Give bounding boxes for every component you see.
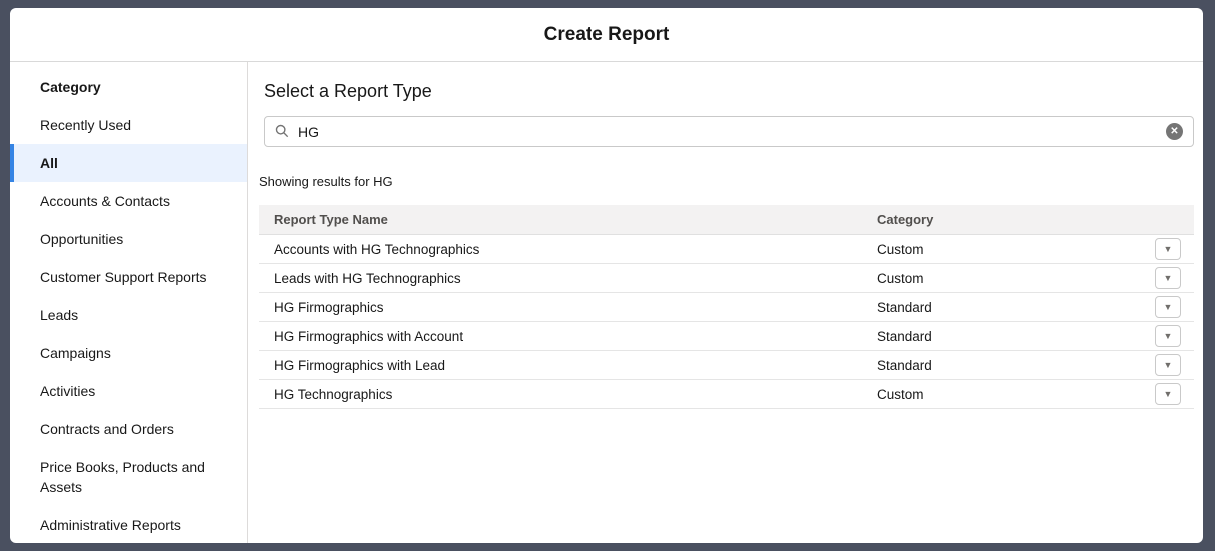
sidebar-item-accounts-contacts[interactable]: Accounts & Contacts [40, 193, 170, 209]
chevron-down-icon: ▼ [1163, 388, 1173, 399]
table-row[interactable]: HG Firmographics with Account Standard ▼ [259, 322, 1194, 351]
sidebar-item-contracts-and-orders[interactable]: Contracts and Orders [40, 421, 174, 437]
table-row[interactable]: HG Technographics Custom ▼ [259, 380, 1194, 409]
table-row[interactable]: Accounts with HG Technographics Custom ▼ [259, 235, 1194, 264]
category-cell: Custom [877, 241, 924, 257]
column-header-category: Category [877, 212, 934, 227]
row-actions-dropdown-button[interactable]: ▼ [1155, 267, 1181, 289]
dialog-header: Create Report [10, 8, 1203, 62]
sidebar-item-leads[interactable]: Leads [40, 307, 79, 323]
sidebar-item-opportunities[interactable]: Opportunities [40, 231, 124, 247]
table-row[interactable]: Leads with HG Technographics Custom ▼ [259, 264, 1194, 293]
report-type-table: Report Type Name Category Accounts with … [259, 205, 1194, 409]
report-type-name-cell: HG Firmographics [274, 299, 384, 315]
report-type-name-cell: HG Firmographics with Account [274, 328, 464, 344]
table-row[interactable]: HG Firmographics Standard ▼ [259, 293, 1194, 322]
category-cell: Standard [877, 328, 932, 344]
create-report-dialog: Create Report Category Recently Used All A… [10, 8, 1203, 543]
sidebar-item-list: Recently Used All Accounts & Contacts Oppor… [10, 106, 247, 543]
category-cell: Custom [877, 386, 924, 402]
clear-search-button[interactable]: ✕ [1166, 123, 1183, 140]
report-type-name-cell: Leads with HG Technographics [274, 270, 461, 286]
sidebar-item-price-books-products-and-assets[interactable]: Price Books, Products and Assets [40, 459, 205, 495]
sidebar-item-activities[interactable]: Activities [40, 383, 96, 399]
chevron-down-icon: ▼ [1163, 272, 1173, 283]
sidebar-item-administrative-reports[interactable]: Administrative Reports [40, 517, 181, 533]
table-body: Accounts with HG Technographics Custom ▼… [259, 235, 1194, 409]
results-summary: Showing results for HG [259, 174, 393, 189]
row-actions-dropdown-button[interactable]: ▼ [1155, 354, 1181, 376]
category-cell: Standard [877, 299, 932, 315]
row-actions-dropdown-button[interactable]: ▼ [1155, 325, 1181, 347]
row-actions-dropdown-button[interactable]: ▼ [1155, 296, 1181, 318]
category-cell: Custom [877, 270, 924, 286]
chevron-down-icon: ▼ [1163, 243, 1173, 254]
chevron-down-icon: ▼ [1163, 301, 1173, 312]
report-type-search-input[interactable] [264, 116, 1194, 147]
chevron-down-icon: ▼ [1163, 330, 1173, 341]
sidebar-item-all[interactable]: All [10, 144, 247, 182]
row-actions-dropdown-button[interactable]: ▼ [1155, 383, 1181, 405]
table-header-row: Report Type Name Category [259, 205, 1194, 235]
sidebar-item-recently-used[interactable]: Recently Used [40, 117, 132, 133]
sidebar-header: Category [40, 79, 101, 95]
dialog-body: Category Recently Used All Accounts & Cont… [10, 62, 1203, 543]
report-type-name-cell: HG Technographics [274, 386, 393, 402]
report-type-panel: Select a Report Type ✕ Showing results f… [248, 62, 1203, 543]
category-sidebar: Category Recently Used All Accounts & Cont… [10, 62, 248, 543]
panel-heading: Select a Report Type [264, 81, 432, 101]
column-header-report-type-name: Report Type Name [274, 212, 388, 227]
table-row[interactable]: HG Firmographics with Lead Standard ▼ [259, 351, 1194, 380]
dialog-title: Create Report [543, 23, 670, 45]
sidebar-item-customer-support-reports[interactable]: Customer Support Reports [40, 269, 207, 285]
sidebar-item-campaigns[interactable]: Campaigns [40, 345, 111, 361]
report-type-name-cell: HG Firmographics with Lead [274, 357, 446, 373]
report-type-name-cell: Accounts with HG Technographics [274, 241, 480, 257]
row-actions-dropdown-button[interactable]: ▼ [1155, 238, 1181, 260]
chevron-down-icon: ▼ [1163, 359, 1173, 370]
search-box: ✕ [264, 116, 1194, 147]
category-cell: Standard [877, 357, 932, 373]
